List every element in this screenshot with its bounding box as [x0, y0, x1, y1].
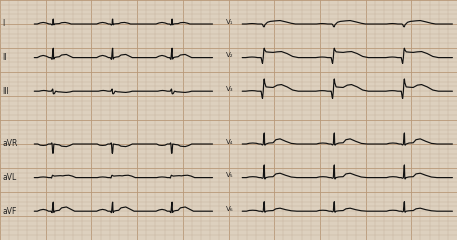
Text: aVR: aVR [2, 139, 18, 149]
Text: V₃: V₃ [226, 86, 234, 92]
Text: V₆: V₆ [226, 206, 234, 212]
Text: III: III [2, 87, 9, 96]
Text: aVF: aVF [2, 207, 16, 216]
Text: V₅: V₅ [226, 172, 234, 178]
Text: V₂: V₂ [226, 52, 234, 58]
Text: II: II [2, 53, 7, 62]
Text: aVL: aVL [2, 173, 16, 182]
Text: I: I [2, 19, 5, 29]
Text: V₁: V₁ [226, 19, 234, 25]
Text: V₄: V₄ [226, 138, 234, 144]
